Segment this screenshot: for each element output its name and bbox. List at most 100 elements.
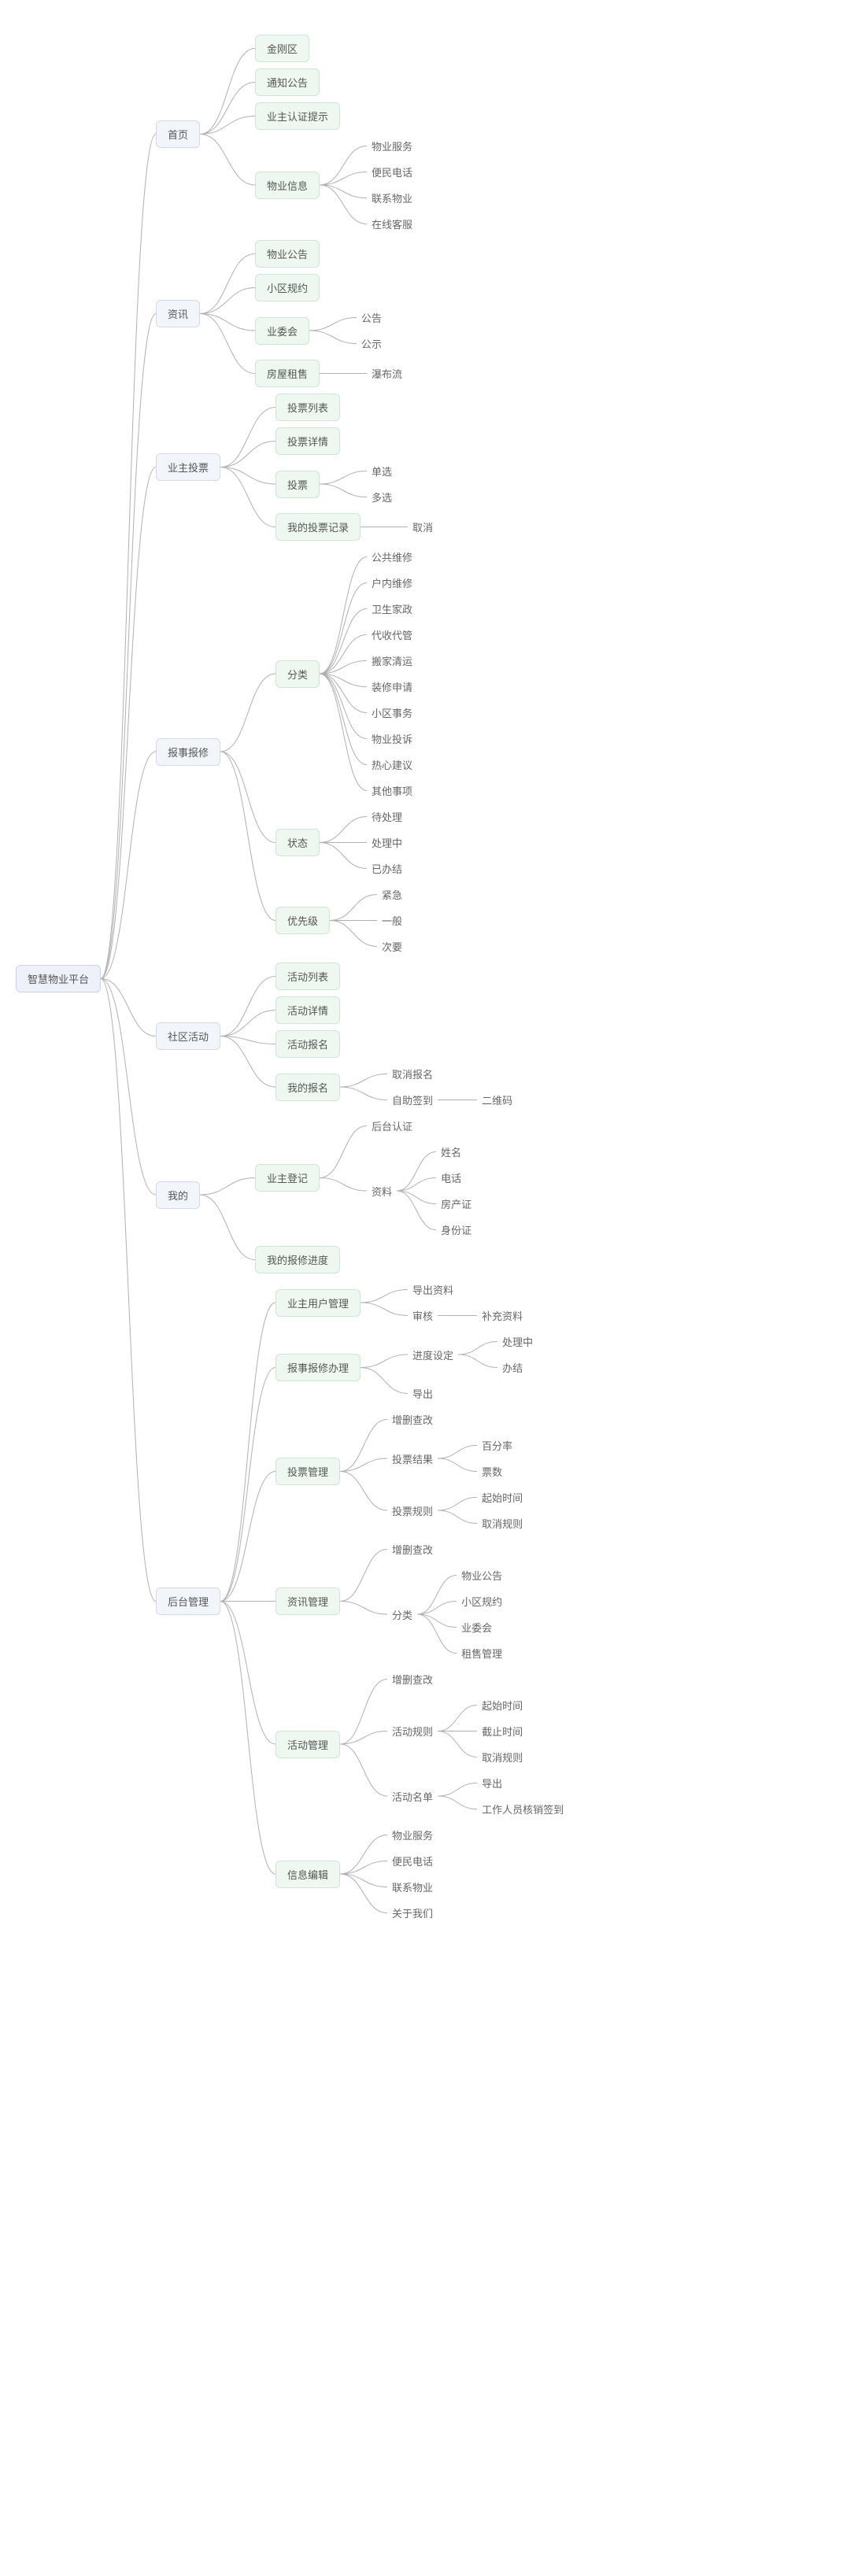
tree-children: 增删查改投票结果百分率票数投票规则起始时间取消规则 xyxy=(387,1406,527,1536)
tree-leaf: 取消报名 xyxy=(387,1063,438,1085)
tree-children: 物业服务便民电话联系物业在线客服 xyxy=(367,133,417,237)
tree-leaf: 租售管理 xyxy=(457,1643,507,1664)
tree-row: 小区规约 xyxy=(255,271,407,305)
tree-children: 公共维修户内维修卫生家政代收代管搬家清运装修申请小区事务物业投诉热心建议其他事项 xyxy=(367,544,417,804)
tree-leaf: 联系物业 xyxy=(367,187,417,209)
tree-row: 多选 xyxy=(367,484,397,510)
tree-row: 资料姓名电话房产证身份证 xyxy=(367,1139,476,1243)
tree-row: 小区事务 xyxy=(367,700,417,726)
tree-leaf: 取消规则 xyxy=(477,1746,527,1768)
tree-children: 金刚区通知公告业主认证提示物业信息物业服务便民电话联系物业在线客服 xyxy=(255,31,417,237)
tree-row: 进度设定处理中办结 xyxy=(408,1329,538,1380)
tree-row: 业委会 xyxy=(457,1614,507,1640)
tree-node: 小区规约 xyxy=(255,274,320,301)
tree-row: 租售管理 xyxy=(457,1640,507,1666)
tree-leaf: 公告 xyxy=(357,307,386,328)
tree-row: 起始时间 xyxy=(477,1692,527,1718)
tree-leaf: 小区规约 xyxy=(457,1591,507,1612)
tree-row: 投票 单选多选 xyxy=(275,458,438,510)
tree-leaf: 增删查改 xyxy=(387,1409,438,1430)
tree-row: 处理中 xyxy=(497,1329,538,1355)
tree-node: 社区活动 xyxy=(156,1022,220,1050)
tree-leaf: 增删查改 xyxy=(387,1669,438,1690)
tree-node: 投票 xyxy=(275,471,320,498)
tree-leaf: 便民电话 xyxy=(387,1850,438,1872)
tree-node: 业主登记 xyxy=(255,1164,320,1192)
tree-row: 投票结果百分率票数 xyxy=(387,1432,527,1484)
tree-row: 卫生家政 xyxy=(367,596,417,622)
tree-row: 待处理 xyxy=(367,804,407,830)
tree-row: 票数 xyxy=(477,1458,517,1484)
tree-row: 投票管理增删查改投票结果百分率票数投票规则起始时间取消规则 xyxy=(275,1406,568,1536)
tree-node: 投票详情 xyxy=(275,427,340,455)
tree-node: 我的投票记录 xyxy=(275,513,360,541)
tree-row: 通知公告 xyxy=(255,65,417,99)
tree-leaf: 搬家清运 xyxy=(367,650,417,671)
tree-row: 瀑布流 xyxy=(367,360,407,386)
tree-row: 我的投票记录 取消 xyxy=(275,510,438,544)
tree-row: 投票列表 xyxy=(275,390,438,424)
tree-leaf: 活动规则 xyxy=(387,1720,438,1742)
tree-node: 后台管理 xyxy=(156,1587,220,1615)
tree-leaf: 房产证 xyxy=(436,1193,476,1214)
tree-leaf: 截止时间 xyxy=(477,1720,527,1742)
tree-row: 起始时间 xyxy=(477,1484,527,1510)
tree-node: 资讯 xyxy=(156,300,200,327)
tree-row: 房屋租售瀑布流 xyxy=(255,357,407,390)
tree-children: 姓名电话房产证身份证 xyxy=(436,1139,476,1243)
tree-row: 分类公共维修户内维修卫生家政代收代管搬家清运装修申请小区事务物业投诉热心建议其他… xyxy=(275,544,417,804)
mindmap-container: 智慧物业平台首页金刚区通知公告业主认证提示物业信息物业服务便民电话联系物业在线客… xyxy=(16,31,827,1926)
tree-row: 工作人员核销签到 xyxy=(477,1796,568,1822)
tree-row: 活动名单 导出工作人员核销签到 xyxy=(387,1770,568,1822)
tree-row: 我的业主登记后台认证资料姓名电话房产证身份证我的报修进度 xyxy=(156,1113,568,1277)
tree-leaf: 多选 xyxy=(367,486,397,508)
tree-row: 物业投诉 xyxy=(367,726,417,752)
tree-row: 次要 xyxy=(377,933,407,959)
tree-node: 通知公告 xyxy=(255,68,320,96)
tree-leaf: 身份证 xyxy=(436,1219,476,1240)
tree-row: 报事报修办理进度设定处理中办结导出 xyxy=(275,1329,568,1406)
tree-leaf: 物业投诉 xyxy=(367,728,417,749)
tree-row: 小区规约 xyxy=(457,1588,507,1614)
tree-row: 金刚区 xyxy=(255,31,417,65)
tree-leaf: 后台认证 xyxy=(367,1115,417,1136)
tree-row: 自助签到二维码 xyxy=(387,1087,517,1113)
tree-row: 业主认证提示 xyxy=(255,99,417,133)
tree-children: 起始时间截止时间取消规则 xyxy=(477,1692,527,1770)
tree-children: 导出资料审核补充资料 xyxy=(408,1277,527,1329)
tree-row: 一般 xyxy=(377,907,407,933)
tree-leaf: 业委会 xyxy=(457,1617,497,1638)
tree-row: 活动规则 起始时间截止时间取消规则 xyxy=(387,1692,568,1770)
tree-row: 报事报修分类公共维修户内维修卫生家政代收代管搬家清运装修申请小区事务物业投诉热心… xyxy=(156,544,568,959)
tree-leaf: 审核 xyxy=(408,1305,438,1326)
tree-row: 物业服务 xyxy=(367,133,417,159)
tree-row: 办结 xyxy=(497,1355,538,1380)
tree-children: 导出工作人员核销签到 xyxy=(477,1770,568,1822)
tree-leaf: 代收代管 xyxy=(367,624,417,645)
tree-leaf: 取消 xyxy=(408,516,438,538)
tree-row: 物业公告 xyxy=(255,237,407,271)
tree-row: 状态待处理处理中已办结 xyxy=(275,804,417,881)
tree-leaf: 单选 xyxy=(367,460,397,482)
tree-row: 分类物业公告小区规约业委会租售管理 xyxy=(387,1562,507,1666)
tree-leaf: 自助签到 xyxy=(387,1089,438,1111)
tree-children: 活动列表活动详情活动报名我的报名取消报名自助签到二维码 xyxy=(275,959,517,1113)
tree-leaf: 卫生家政 xyxy=(367,598,417,619)
tree-leaf: 紧急 xyxy=(377,884,407,905)
tree-row: 增删查改 xyxy=(387,1406,527,1432)
tree-node: 业委会 xyxy=(255,317,309,345)
tree-row: 其他事项 xyxy=(367,778,417,804)
tree-node: 状态 xyxy=(275,829,320,856)
tree-row: 活动报名 xyxy=(275,1027,517,1061)
tree-node: 智慧物业平台 xyxy=(16,965,101,992)
tree-row: 户内维修 xyxy=(367,570,417,596)
tree-leaf: 户内维修 xyxy=(367,572,417,593)
tree-leaf: 投票结果 xyxy=(387,1448,438,1469)
tree-children: 物业服务便民电话联系物业关于我们 xyxy=(387,1822,438,1926)
tree-children: 业主登记后台认证资料姓名电话房产证身份证我的报修进度 xyxy=(255,1113,476,1277)
tree-row: 处理中 xyxy=(367,830,407,856)
tree-row: 业主登记后台认证资料姓名电话房产证身份证 xyxy=(255,1113,476,1243)
tree-leaf: 在线客服 xyxy=(367,213,417,235)
tree-row: 后台管理业主用户管理导出资料审核补充资料报事报修办理进度设定处理中办结导出投票管… xyxy=(156,1277,568,1926)
tree-leaf: 活动名单 xyxy=(387,1786,438,1807)
